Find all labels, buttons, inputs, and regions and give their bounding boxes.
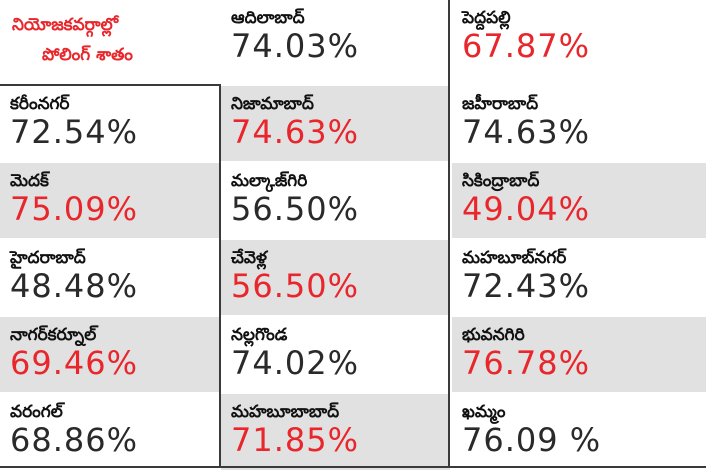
header-subtitle: పోలింగ్ శాతం xyxy=(42,45,133,65)
polling-percent: 74.63% xyxy=(462,113,591,151)
polling-percent: 69.46% xyxy=(10,344,139,382)
polling-percent: 74.63% xyxy=(231,113,360,151)
constituency-cell: సికింద్రాబాద్ 49.04% xyxy=(452,163,706,238)
polling-percent: 68.86% xyxy=(10,421,139,459)
constituency-cell: నాగర్‌కర్నూల్ 69.46% xyxy=(0,317,219,392)
polling-percent: 75.09% xyxy=(10,190,139,228)
constituency-cell: కరీంనగర్ 72.54% xyxy=(0,86,219,161)
constituency-cell: మల్కాజ్‌గిరి 56.50% xyxy=(221,163,450,238)
constituency-cell: ఖమ్మం 76.09 % xyxy=(452,394,706,470)
polling-percent: 67.87% xyxy=(462,27,591,65)
row-divider xyxy=(0,84,219,86)
polling-percent: 76.78% xyxy=(462,344,591,382)
constituency-cell: మెదక్ 75.09% xyxy=(0,163,219,238)
constituency-name: మహబూబ్‌నగర్ xyxy=(462,248,567,268)
polling-percent: 49.04% xyxy=(462,190,591,228)
constituency-cell: మహబూబాబాద్ 71.85% xyxy=(221,394,450,470)
constituency-name: చేవెళ్ల xyxy=(231,248,267,268)
polling-percent: 74.03% xyxy=(231,27,360,65)
constituency-cell: హైదరాబాద్ 48.48% xyxy=(0,240,219,315)
column-divider xyxy=(219,84,221,468)
polling-percent: 74.02% xyxy=(231,344,360,382)
constituency-name: మెదక్ xyxy=(10,171,49,191)
constituency-name: జహీరాబాద్ xyxy=(462,94,539,114)
constituency-cell: నల్లగొండ 74.02% xyxy=(221,317,450,392)
constituency-name: పెద్దపల్లి xyxy=(462,8,511,28)
constituency-name: ఆదిలాబాద్ xyxy=(231,8,305,28)
constituency-cell: భువనగిరి 76.78% xyxy=(452,317,706,392)
polling-percent: 48.48% xyxy=(10,267,139,305)
constituency-cell: చేవెళ్ల 56.50% xyxy=(221,240,450,315)
constituency-name: ఖమ్మం xyxy=(462,402,506,422)
constituency-cell: వరంగల్ 68.86% xyxy=(0,394,219,470)
constituency-name: నిజామాబాద్ xyxy=(231,94,314,114)
header-title: నియోజకవర్గాల్లో xyxy=(12,15,119,35)
constituency-cell: పెద్దపల్లి 67.87% xyxy=(452,0,706,84)
constituency-cell: మహబూబ్‌నగర్ 72.43% xyxy=(452,240,706,315)
constituency-name: వరంగల్ xyxy=(10,402,63,422)
polling-percent: 72.43% xyxy=(462,267,591,305)
constituency-name: కరీంనగర్ xyxy=(10,94,70,114)
constituency-name: హైదరాబాద్ xyxy=(10,248,86,268)
polling-percent: 72.54% xyxy=(10,113,139,151)
column-divider xyxy=(448,0,450,468)
constituency-name: మల్కాజ్‌గిరి xyxy=(231,171,308,191)
polling-percent: 56.50% xyxy=(231,267,360,305)
constituency-cell: ఆదిలాబాద్ 74.03% xyxy=(221,0,450,84)
constituency-name: భువనగిరి xyxy=(462,325,525,345)
constituency-name: నల్లగొండ xyxy=(231,325,288,345)
polling-percent: 76.09 % xyxy=(462,421,602,459)
polling-percent: 71.85% xyxy=(231,421,360,459)
polling-percent: 56.50% xyxy=(231,190,360,228)
constituency-name: నాగర్‌కర్నూల్ xyxy=(10,325,97,345)
bottom-rule xyxy=(0,466,706,468)
constituency-cell: నిజామాబాద్ 74.63% xyxy=(221,86,450,161)
constituency-name: సికింద్రాబాద్ xyxy=(462,171,540,191)
constituency-cell: జహీరాబాద్ 74.63% xyxy=(452,86,706,161)
table-header: నియోజకవర్గాల్లో పోలింగ్ శాతం xyxy=(0,0,219,84)
constituency-name: మహబూబాబాద్ xyxy=(231,402,340,422)
